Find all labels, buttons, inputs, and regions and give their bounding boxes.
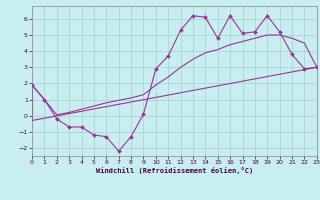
X-axis label: Windchill (Refroidissement éolien,°C): Windchill (Refroidissement éolien,°C) — [96, 167, 253, 174]
